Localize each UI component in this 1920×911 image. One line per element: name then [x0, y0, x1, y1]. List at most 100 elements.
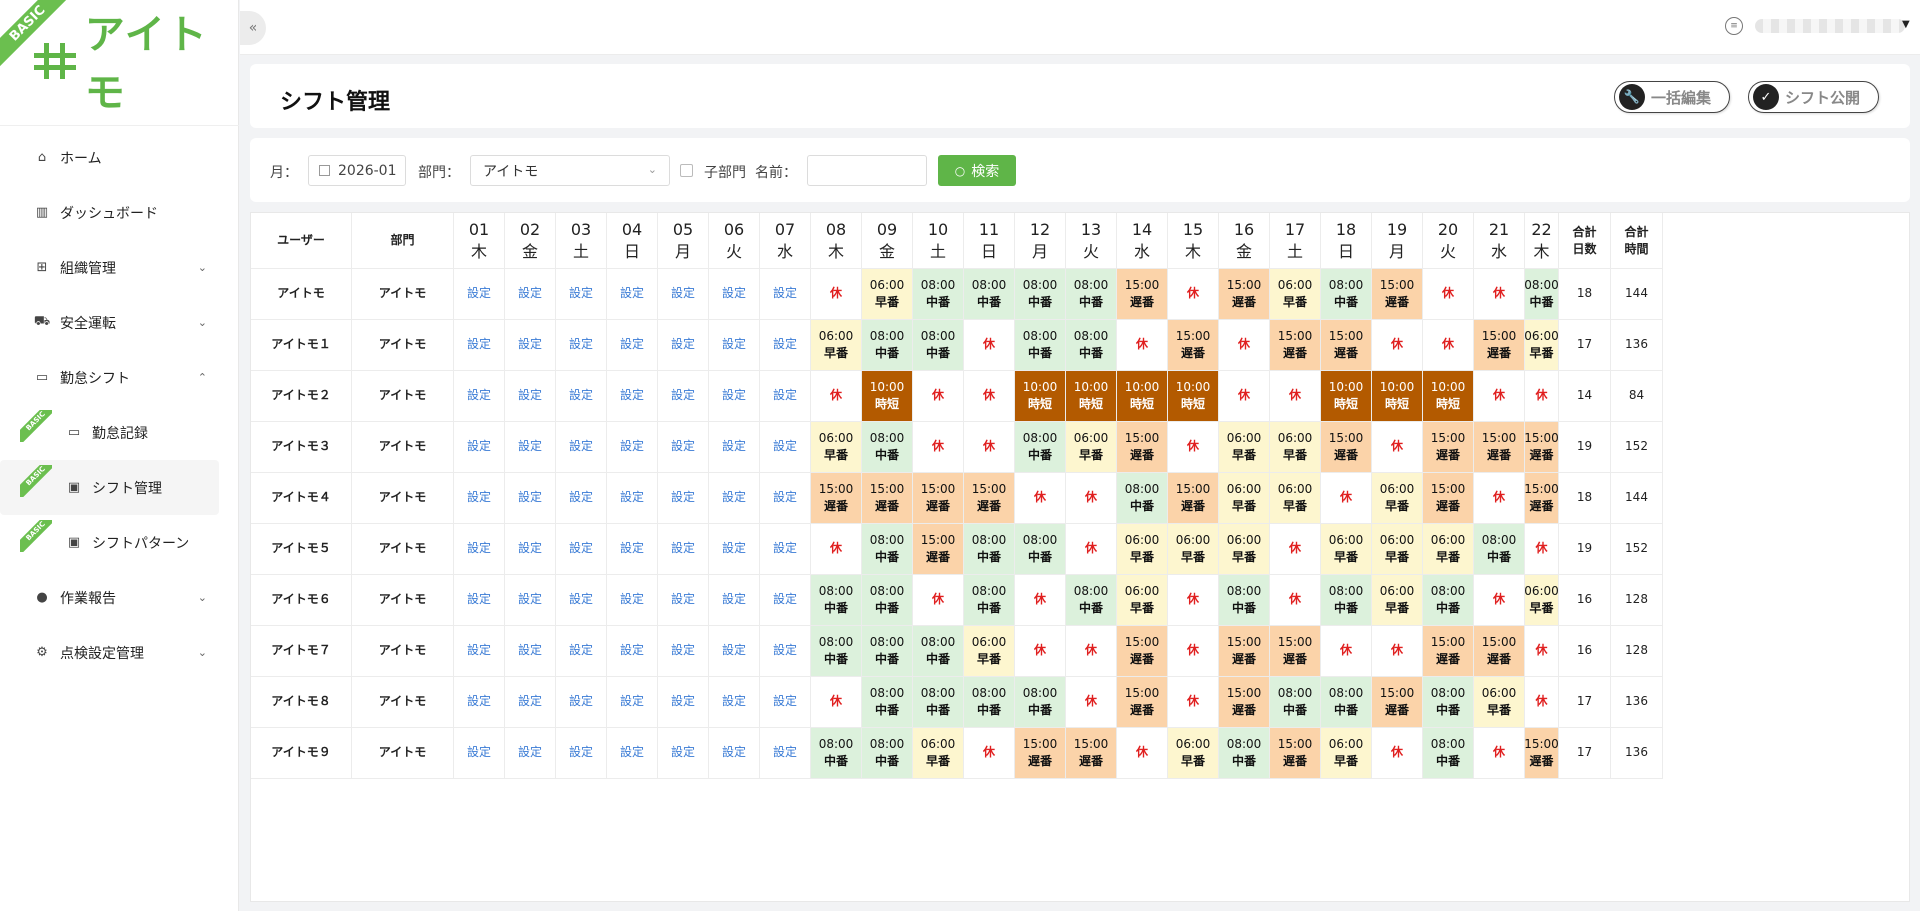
shift-cell[interactable]: 06:00 早番: [1219, 524, 1270, 575]
set-link[interactable]: 設定: [760, 575, 811, 626]
shift-cell[interactable]: 15:00 遅番: [1117, 677, 1168, 728]
shift-cell[interactable]: 10:00 時短: [1423, 371, 1474, 422]
set-link[interactable]: 設定: [709, 728, 760, 779]
shift-cell-off[interactable]: 休: [811, 269, 862, 320]
shift-cell-off[interactable]: 休: [811, 524, 862, 575]
shift-cell-off[interactable]: 休: [964, 728, 1015, 779]
shift-cell[interactable]: 15:00 遅番: [1423, 473, 1474, 524]
set-link[interactable]: 設定: [607, 473, 658, 524]
shift-cell[interactable]: 06:00 早番: [1168, 524, 1219, 575]
shift-cell[interactable]: 15:00 遅番: [1524, 728, 1559, 779]
set-link[interactable]: 設定: [556, 473, 607, 524]
set-link[interactable]: 設定: [556, 575, 607, 626]
set-link[interactable]: 設定: [709, 269, 760, 320]
set-link[interactable]: 設定: [658, 524, 709, 575]
shift-cell[interactable]: 06:00 早番: [1168, 728, 1219, 779]
set-link[interactable]: 設定: [607, 269, 658, 320]
shift-cell[interactable]: 06:00 早番: [1219, 422, 1270, 473]
shift-cell[interactable]: 08:00 中番: [1321, 677, 1372, 728]
sidebar-item-3[interactable]: ⛟ 安全運転 ⌄: [0, 295, 239, 350]
set-link[interactable]: 設定: [658, 320, 709, 371]
set-link[interactable]: 設定: [760, 269, 811, 320]
shift-cell[interactable]: 08:00 中番: [964, 575, 1015, 626]
shift-cell-off[interactable]: 休: [1372, 728, 1423, 779]
shift-cell[interactable]: 06:00 早番: [811, 422, 862, 473]
set-link[interactable]: 設定: [709, 626, 760, 677]
shift-cell[interactable]: 08:00 中番: [862, 320, 913, 371]
shift-cell[interactable]: 08:00 中番: [913, 626, 964, 677]
shift-cell[interactable]: 06:00 早番: [1524, 320, 1559, 371]
set-link[interactable]: 設定: [505, 371, 556, 422]
set-link[interactable]: 設定: [454, 524, 505, 575]
set-link[interactable]: 設定: [556, 269, 607, 320]
set-link[interactable]: 設定: [658, 371, 709, 422]
shift-cell[interactable]: 08:00 中番: [862, 422, 913, 473]
bulk-edit-button[interactable]: 🔧 一括編集: [1614, 81, 1730, 113]
set-link[interactable]: 設定: [556, 728, 607, 779]
set-link[interactable]: 設定: [709, 371, 760, 422]
set-link[interactable]: 設定: [709, 524, 760, 575]
set-link[interactable]: 設定: [709, 320, 760, 371]
set-link[interactable]: 設定: [760, 728, 811, 779]
set-link[interactable]: 設定: [607, 677, 658, 728]
sidebar-item-8[interactable]: ● 作業報告 ⌄: [0, 570, 239, 625]
shift-cell[interactable]: 08:00 中番: [811, 575, 862, 626]
set-link[interactable]: 設定: [556, 677, 607, 728]
shift-cell-off[interactable]: 休: [1168, 626, 1219, 677]
shift-cell[interactable]: 06:00 早番: [1372, 524, 1423, 575]
shift-cell[interactable]: 08:00 中番: [964, 269, 1015, 320]
collapse-sidebar-icon[interactable]: «: [240, 11, 266, 45]
shift-cell[interactable]: 15:00 遅番: [1117, 269, 1168, 320]
shift-cell[interactable]: 06:00 早番: [1423, 524, 1474, 575]
shift-cell[interactable]: 15:00 遅番: [1219, 677, 1270, 728]
shift-cell-off[interactable]: 休: [1372, 422, 1423, 473]
shift-cell[interactable]: 06:00 早番: [862, 269, 913, 320]
shift-cell[interactable]: 15:00 遅番: [1474, 422, 1525, 473]
set-link[interactable]: 設定: [760, 626, 811, 677]
shift-cell[interactable]: 10:00 時短: [1066, 371, 1117, 422]
shift-cell[interactable]: 06:00 早番: [1474, 677, 1525, 728]
shift-cell[interactable]: 08:00 中番: [913, 320, 964, 371]
shift-cell-off[interactable]: 休: [1270, 575, 1321, 626]
shift-cell[interactable]: 06:00 早番: [1270, 422, 1321, 473]
set-link[interactable]: 設定: [760, 422, 811, 473]
set-link[interactable]: 設定: [607, 626, 658, 677]
shift-cell[interactable]: 08:00 中番: [862, 524, 913, 575]
shift-cell[interactable]: 06:00 早番: [1270, 269, 1321, 320]
set-link[interactable]: 設定: [454, 269, 505, 320]
shift-cell-off[interactable]: 休: [1117, 320, 1168, 371]
shift-cell[interactable]: 08:00 中番: [811, 728, 862, 779]
set-link[interactable]: 設定: [556, 626, 607, 677]
set-link[interactable]: 設定: [760, 371, 811, 422]
shift-cell[interactable]: 15:00 遅番: [1474, 320, 1525, 371]
shift-cell[interactable]: 08:00 中番: [862, 626, 913, 677]
shift-cell[interactable]: 10:00 時短: [1015, 371, 1066, 422]
shift-cell[interactable]: 15:00 遅番: [913, 473, 964, 524]
shift-cell[interactable]: 08:00 中番: [964, 677, 1015, 728]
shift-cell-off[interactable]: 休: [1168, 269, 1219, 320]
shift-cell-off[interactable]: 休: [913, 371, 964, 422]
sidebar-item-4[interactable]: ▭ 勤怠シフト ⌃: [0, 350, 239, 405]
shift-cell-off[interactable]: 休: [1474, 371, 1525, 422]
set-link[interactable]: 設定: [658, 728, 709, 779]
set-link[interactable]: 設定: [505, 575, 556, 626]
shift-cell[interactable]: 15:00 遅番: [1117, 422, 1168, 473]
shift-cell-off[interactable]: 休: [811, 677, 862, 728]
shift-cell[interactable]: 15:00 遅番: [1270, 626, 1321, 677]
set-link[interactable]: 設定: [505, 626, 556, 677]
set-link[interactable]: 設定: [454, 728, 505, 779]
shift-cell[interactable]: 10:00 時短: [1117, 371, 1168, 422]
set-link[interactable]: 設定: [658, 473, 709, 524]
shift-cell-off[interactable]: 休: [1525, 371, 1559, 422]
shift-cell[interactable]: 08:00 中番: [1474, 524, 1525, 575]
shift-cell-off[interactable]: 休: [1423, 320, 1474, 371]
shift-cell-off[interactable]: 休: [1474, 473, 1525, 524]
shift-cell[interactable]: 15:00 遅番: [1524, 422, 1559, 473]
shift-cell-off[interactable]: 休: [1525, 677, 1559, 728]
shift-cell[interactable]: 15:00 遅番: [1321, 320, 1372, 371]
set-link[interactable]: 設定: [505, 524, 556, 575]
sidebar-item-7[interactable]: BASIC ▣ シフトパターン: [0, 515, 239, 570]
set-link[interactable]: 設定: [505, 677, 556, 728]
shift-cell-off[interactable]: 休: [1219, 371, 1270, 422]
shift-cell[interactable]: 08:00 中番: [1321, 269, 1372, 320]
